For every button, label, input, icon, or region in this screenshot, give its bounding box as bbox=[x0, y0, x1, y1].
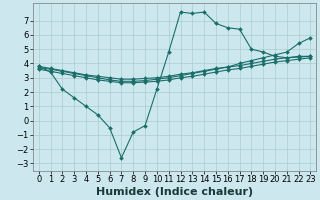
X-axis label: Humidex (Indice chaleur): Humidex (Indice chaleur) bbox=[96, 187, 253, 197]
